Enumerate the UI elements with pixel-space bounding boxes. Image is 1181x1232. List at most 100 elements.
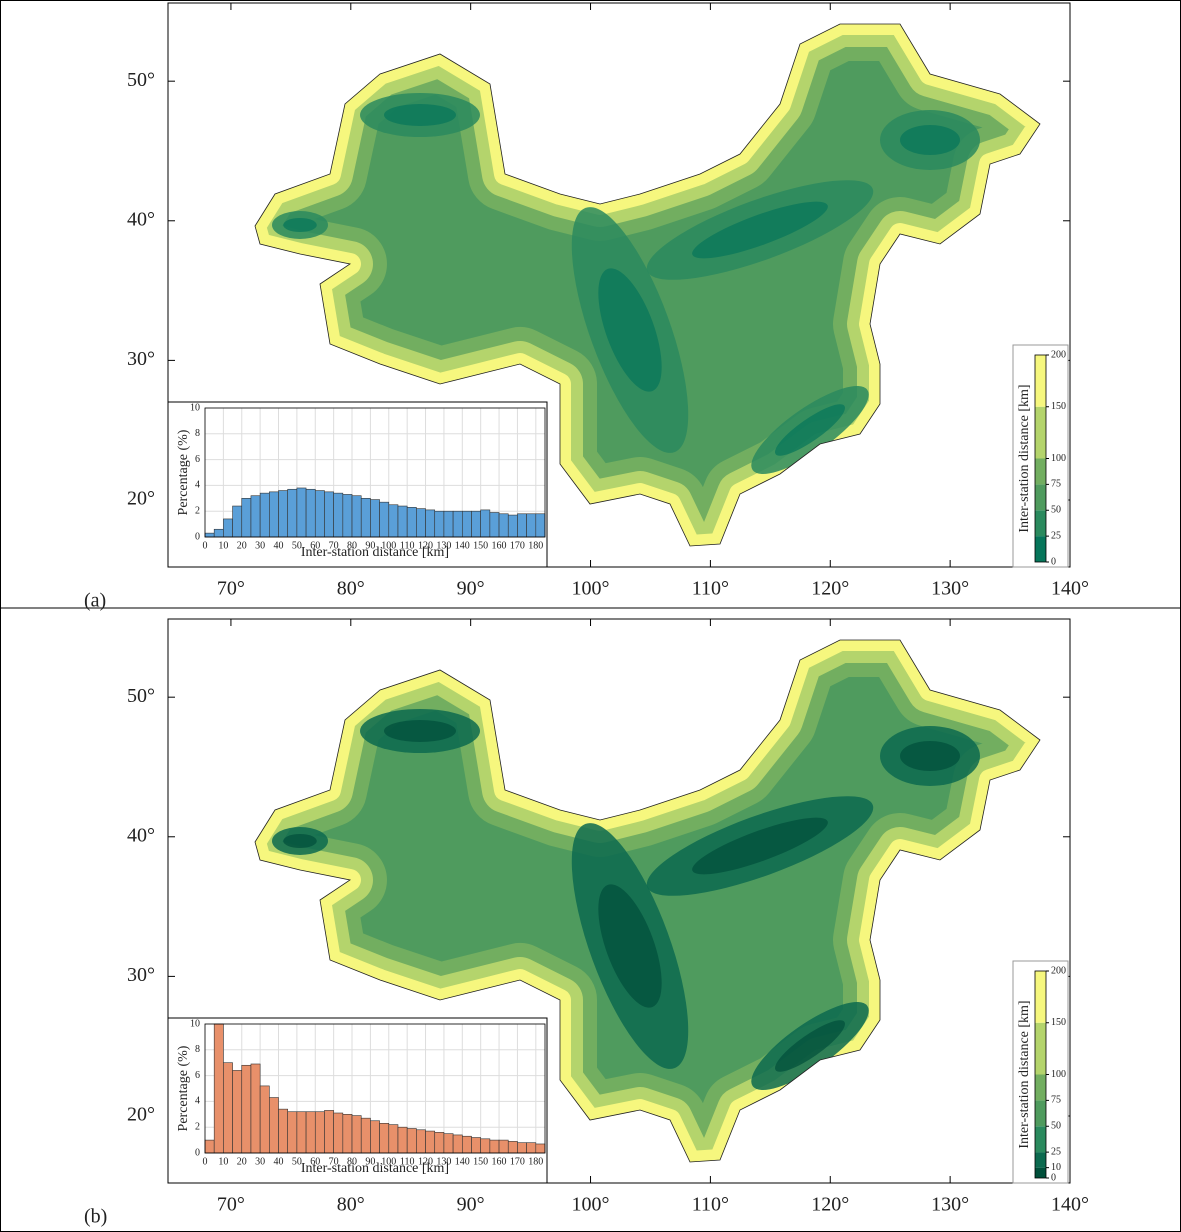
bar — [379, 1123, 390, 1154]
bar — [480, 1138, 491, 1154]
bar — [333, 1112, 344, 1154]
colorbar-tick-label: 75 — [1051, 479, 1061, 490]
y-tick-label: 20° — [127, 488, 155, 510]
x-tick-label: 120 — [418, 1156, 433, 1167]
x-tick-label: 110 — [400, 1156, 415, 1167]
dense-core — [384, 720, 456, 742]
bar — [287, 488, 298, 538]
colorbar-tick-label: 50 — [1051, 1121, 1061, 1132]
x-tick-label: 40 — [274, 1156, 284, 1167]
x-tick-label: 110 — [400, 540, 415, 551]
colorbar-tick-label: 150 — [1051, 401, 1066, 412]
y-tick-label: 40° — [127, 824, 155, 846]
bar — [461, 1135, 472, 1154]
x-tick-label: 70° — [217, 578, 245, 600]
colorbar-tick-label: 0 — [1051, 556, 1056, 567]
bar — [507, 1141, 518, 1154]
dense-core — [692, 201, 828, 259]
dense-core — [384, 104, 456, 126]
y-tick-label: 8 — [195, 1044, 200, 1055]
plot-frame — [204, 1023, 546, 1154]
bar — [213, 1023, 224, 1154]
bar — [498, 513, 509, 538]
bar — [278, 1108, 289, 1154]
bar — [324, 491, 334, 538]
bar — [489, 1139, 500, 1154]
map-frame — [167, 618, 1071, 1184]
colorbar-band — [1035, 1022, 1046, 1075]
colorbar-band — [1035, 1167, 1046, 1178]
bar — [269, 1097, 279, 1154]
map-bands — [255, 24, 1040, 546]
x-tick-label: 40 — [274, 540, 284, 551]
bar — [416, 1129, 426, 1154]
x-tick-label: 140 — [455, 1156, 470, 1167]
bar — [517, 1142, 527, 1154]
x-tick-label: 180 — [528, 1156, 543, 1167]
x-tick-label: 170 — [510, 540, 525, 551]
x-tick-label: 50 — [292, 1156, 302, 1167]
bar — [406, 507, 417, 538]
x-tick-label: 160 — [492, 1156, 507, 1167]
bar — [250, 1063, 261, 1154]
x-tick-label: 100° — [572, 1194, 610, 1216]
x-tick-label: 30 — [255, 1156, 265, 1167]
x-axis-label: Inter-station distance [km] — [301, 1161, 449, 1176]
y-tick-label: 30° — [127, 348, 155, 370]
bar — [314, 1111, 325, 1154]
bar — [204, 1139, 215, 1154]
plot-frame — [204, 407, 546, 538]
colorbar-band — [1035, 1126, 1046, 1153]
x-tick-label: 100 — [381, 540, 396, 551]
bar — [452, 1134, 463, 1154]
x-tick-label: 120° — [811, 1194, 849, 1216]
panel: 70° 80° 90° 100° 110° 120° 130° 140° 20° 30° 40° 50… — [84, 2, 1089, 612]
y-tick-label: 40° — [127, 208, 155, 230]
y-tick-label: 6 — [195, 454, 200, 465]
x-tick-label: 30 — [255, 540, 265, 551]
colorbar-band — [1035, 458, 1046, 485]
bar — [351, 495, 362, 538]
bar — [223, 518, 233, 538]
bar — [471, 510, 481, 538]
colorbar-tick-label: 75 — [1051, 1095, 1061, 1106]
x-tick-label: 20 — [237, 1156, 247, 1167]
bar — [360, 1117, 371, 1154]
x-tick-label: 0 — [203, 1156, 208, 1167]
x-tick-label: 80 — [347, 540, 357, 551]
y-tick-label: 6 — [195, 1070, 200, 1081]
bar — [232, 505, 243, 538]
bar — [379, 501, 390, 538]
bar — [535, 1143, 546, 1154]
bar — [223, 1062, 233, 1154]
x-tick-label: 0 — [203, 540, 208, 551]
y-axis-label: Percentage (%) — [176, 429, 191, 515]
bar — [489, 512, 500, 538]
x-tick-label: 140 — [455, 540, 470, 551]
bar — [471, 1137, 481, 1154]
x-tick-label: 130° — [931, 1194, 969, 1216]
colorbar-band — [1035, 536, 1046, 562]
dense-core — [283, 834, 317, 848]
bar — [213, 528, 224, 538]
bar — [287, 1111, 298, 1154]
y-tick-label: 20° — [127, 1104, 155, 1126]
bar — [425, 1130, 436, 1154]
y-tick-label: 0 — [195, 531, 200, 542]
y-tick-label: 8 — [195, 428, 200, 439]
colorbar-band — [1035, 1152, 1046, 1168]
panel-label: (b) — [84, 1206, 107, 1228]
x-tick-label: 140° — [1051, 1194, 1089, 1216]
x-tick-label: 80 — [347, 1156, 357, 1167]
colorbar-band — [1035, 510, 1046, 537]
bar — [416, 508, 426, 538]
colorbar-tick-label: 0 — [1051, 1172, 1056, 1183]
dense-core — [598, 884, 662, 1008]
y-tick-label: 10 — [190, 1018, 200, 1029]
bar — [507, 514, 518, 538]
colorbar-tick-label: 150 — [1051, 1017, 1066, 1028]
bar — [360, 497, 371, 538]
bar — [232, 1070, 243, 1154]
y-tick-label: 30° — [127, 964, 155, 986]
x-tick-label: 80° — [337, 1194, 365, 1216]
